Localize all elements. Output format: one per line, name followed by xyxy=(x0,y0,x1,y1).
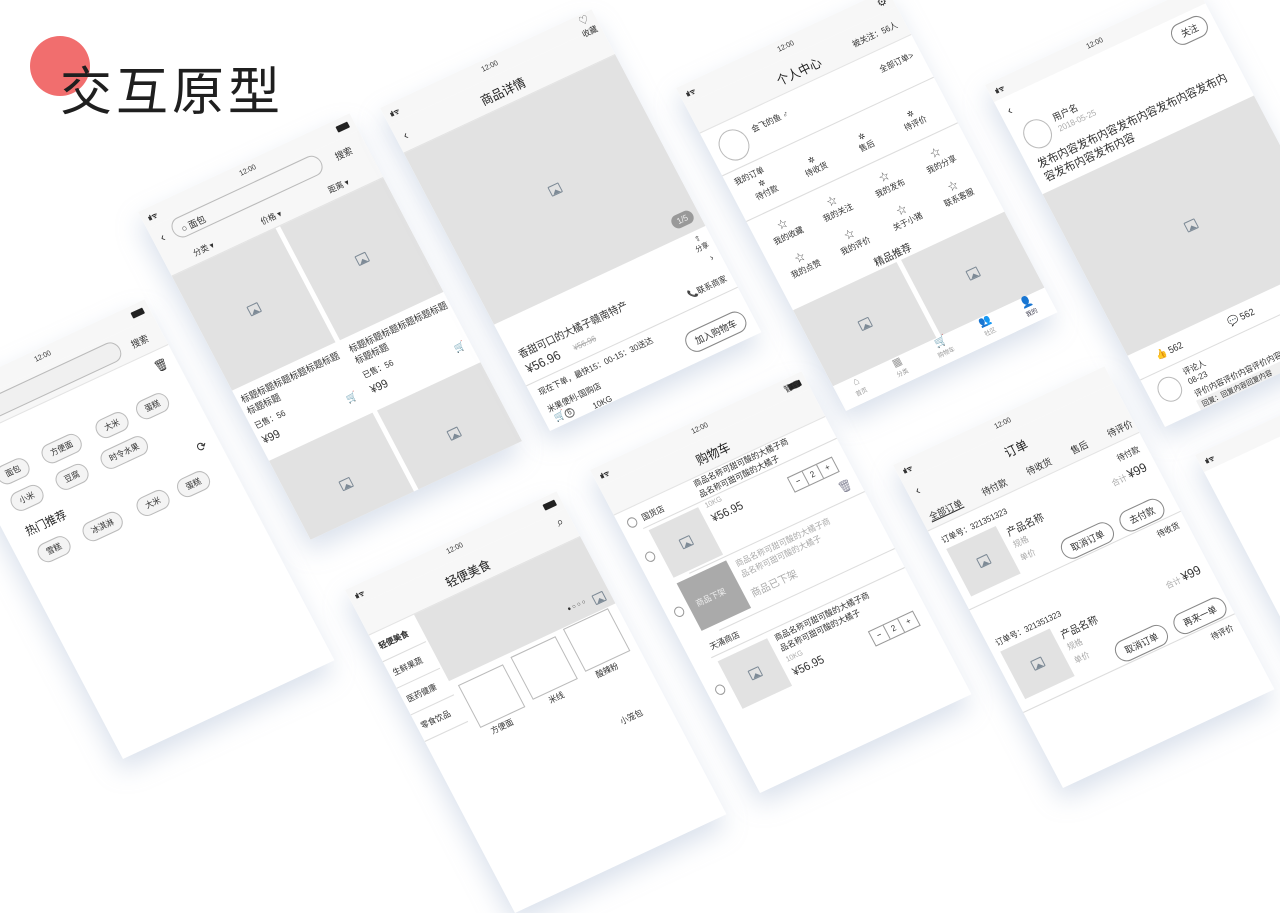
history-chip[interactable]: 大米 xyxy=(92,409,132,441)
hot-chip[interactable]: 雪糕 xyxy=(34,533,74,565)
history-chip[interactable]: 小米 xyxy=(7,482,47,514)
cancel-order-button[interactable]: 取消订单 xyxy=(1057,519,1118,562)
image-icon xyxy=(338,477,354,492)
order-status: 待评价 xyxy=(1209,622,1236,643)
unit-price: 单价 xyxy=(1072,649,1092,666)
food-item-label: 小笼包 xyxy=(618,707,645,728)
order-status: 待收货 xyxy=(1155,520,1182,541)
order-total: 合计 ¥99 xyxy=(1162,562,1203,591)
add-to-cart-button[interactable]: 加入购物车 xyxy=(681,308,750,355)
hot-chip[interactable]: 蛋糕 xyxy=(174,468,214,500)
refresh-icon[interactable]: ⟳ xyxy=(194,438,210,456)
carousel-dots[interactable]: ● ○ ○ ○ xyxy=(567,599,588,613)
store-checkbox[interactable] xyxy=(625,516,639,530)
hot-label: 热门推荐 xyxy=(22,506,70,540)
history-chip[interactable]: 面包 xyxy=(0,455,33,487)
image-icon xyxy=(547,182,563,197)
avatar[interactable] xyxy=(713,124,755,165)
tab-me[interactable]: 👤我的 xyxy=(1018,295,1042,325)
history-chip[interactable]: 蛋糕 xyxy=(133,390,173,422)
order-state-pending-review[interactable]: ✲待评价 xyxy=(898,105,930,134)
page-title: 交互原型 xyxy=(60,50,284,125)
store-name: 国货店 xyxy=(640,503,667,524)
username: 会飞的鱼 ♂ xyxy=(749,108,791,135)
thumbs-up-icon: 👍 xyxy=(1154,347,1169,361)
feature-item[interactable]: ☆我的关注 xyxy=(814,188,855,225)
trash-icon[interactable]: 🗑 xyxy=(152,356,171,374)
like-button[interactable]: 👍 562 xyxy=(1154,340,1185,363)
all-orders-link[interactable]: 全部订单> xyxy=(877,50,916,76)
quantity-stepper[interactable]: −2+ xyxy=(868,610,921,646)
tab-category[interactable]: ▦分类 xyxy=(889,355,913,385)
unit-price: 单价 xyxy=(1018,547,1038,564)
image-icon xyxy=(246,302,262,317)
history-chip[interactable]: 时令水果 xyxy=(97,433,152,472)
tab-community[interactable]: 👥社区 xyxy=(977,314,1001,344)
contact-seller[interactable]: 📞联系商家 xyxy=(686,273,729,301)
battery-icon xyxy=(335,122,350,133)
cart-badge: 6 xyxy=(563,407,576,420)
image-icon xyxy=(354,252,370,267)
image-icon xyxy=(857,317,873,332)
feature-item[interactable]: ☆关于小猪 xyxy=(884,197,925,234)
feature-item[interactable]: ☆我的收藏 xyxy=(765,211,806,248)
order-total: 合计 ¥99 xyxy=(1108,460,1149,489)
image-icon xyxy=(747,666,763,681)
hot-chip[interactable]: 大米 xyxy=(133,487,173,519)
feature-item[interactable]: ☆我的分享 xyxy=(918,139,959,176)
image-icon xyxy=(591,591,607,606)
feature-item[interactable]: ☆我的发布 xyxy=(866,163,907,200)
image-icon xyxy=(1183,218,1199,233)
quantity-stepper[interactable]: −2+ xyxy=(787,457,840,493)
image-icon xyxy=(1030,657,1046,672)
trash-icon[interactable]: 🗑 xyxy=(836,477,855,495)
tab-home[interactable]: ⌂首页 xyxy=(848,374,872,404)
signal-icon: ııl ᯤ xyxy=(1203,454,1216,466)
battery-icon xyxy=(130,308,145,319)
feature-item[interactable]: ☆联系客服 xyxy=(935,173,976,210)
image-counter: 1/5 xyxy=(669,208,696,230)
battery-icon xyxy=(542,500,557,511)
order-state-after-sale[interactable]: ✲售后 xyxy=(853,129,877,155)
chevron-right-icon[interactable]: › xyxy=(708,252,716,263)
image-icon xyxy=(446,427,462,442)
feature-item[interactable]: ☆我的评价 xyxy=(832,221,873,258)
image-icon xyxy=(976,554,992,569)
old-price: ¥56.96 xyxy=(572,334,599,353)
item-checkbox[interactable] xyxy=(672,605,686,619)
food-item[interactable] xyxy=(458,664,526,728)
order-state-pending-receive[interactable]: ✲待收货 xyxy=(799,151,831,180)
weight: 10KG xyxy=(591,394,614,411)
cancel-order-button[interactable]: 取消订单 xyxy=(1111,621,1172,664)
comment-button[interactable]: 💬 562 xyxy=(1225,306,1256,329)
comment-icon: 💬 xyxy=(1225,314,1240,328)
item-checkbox[interactable] xyxy=(713,683,727,697)
image-icon xyxy=(965,266,981,281)
tab-cart[interactable]: 🛒购物车 xyxy=(930,333,959,365)
offline-badge: 商品下架 xyxy=(694,586,728,610)
hot-chip[interactable]: 冰淇淋 xyxy=(79,509,126,545)
image-icon xyxy=(678,535,694,550)
commenter-avatar[interactable] xyxy=(1153,373,1187,406)
item-checkbox[interactable] xyxy=(643,550,657,564)
history-chip[interactable]: 豆腐 xyxy=(52,461,92,493)
feature-item[interactable]: ☆我的点赞 xyxy=(782,244,823,281)
history-chip[interactable]: 方便面 xyxy=(38,431,85,467)
store-name: 天涌商店 xyxy=(708,629,742,653)
